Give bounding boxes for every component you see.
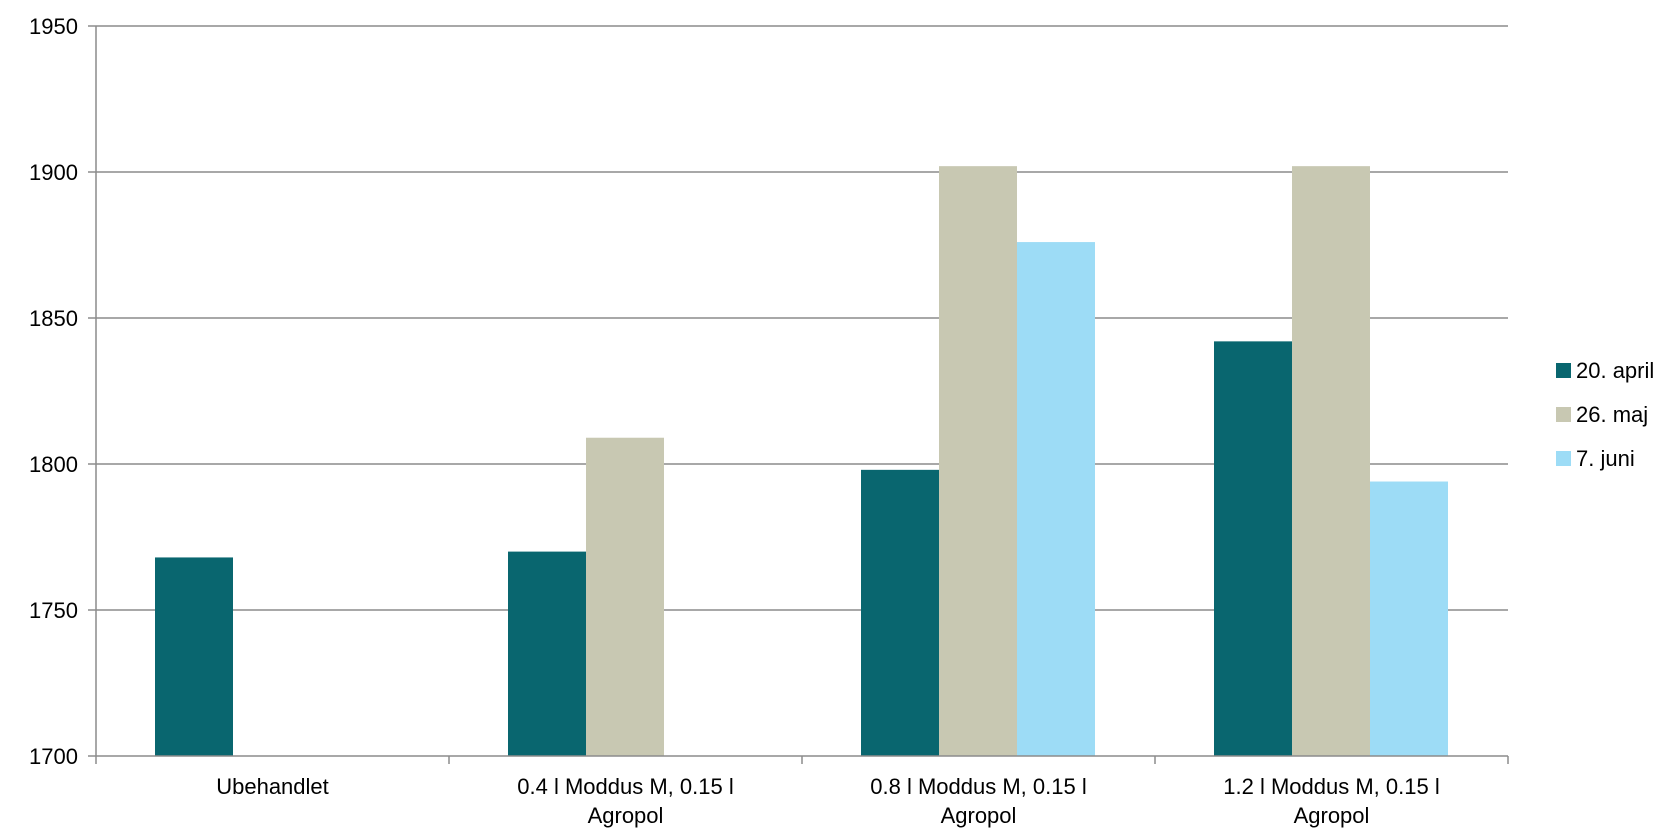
x-category-label-line: Agropol (1294, 803, 1370, 828)
bar-1-2 (508, 551, 586, 756)
legend-swatch (1556, 407, 1571, 422)
bar-1-3 (861, 469, 939, 756)
y-tick-labels: 1700 1750 1800 1850 1900 1950 (29, 14, 78, 769)
y-tick-label: 1700 (29, 744, 78, 769)
bar-1-1 (155, 557, 233, 756)
bar-3-4 (1370, 481, 1448, 756)
legend-label: 7. juni (1576, 446, 1635, 471)
y-tick-label: 1900 (29, 160, 78, 185)
y-tick-label: 1750 (29, 598, 78, 623)
x-category-label: 0.4 l Moddus M, 0.15 l Agropol (517, 774, 733, 828)
legend-swatch (1556, 363, 1571, 378)
legend: 20. april 26. maj 7. juni (1556, 358, 1654, 471)
x-category-label: Ubehandlet (216, 774, 329, 799)
x-category-label-line: Agropol (588, 803, 664, 828)
y-tick-label: 1850 (29, 306, 78, 331)
x-category-labels: Ubehandlet 0.4 l Moddus M, 0.15 l Agropol0… (216, 774, 1440, 828)
y-tick-label: 1950 (29, 14, 78, 39)
bar-2-4 (1292, 166, 1370, 756)
bars (155, 166, 1448, 756)
x-category-label-line: Ubehandlet (216, 774, 329, 799)
legend-label: 26. maj (1576, 402, 1648, 427)
axes (88, 25, 1509, 764)
bar-1-4 (1214, 341, 1292, 756)
legend-label: 20. april (1576, 358, 1654, 383)
bar-3-3 (1017, 242, 1095, 756)
x-category-label-line: Agropol (941, 803, 1017, 828)
x-category-label-line: 0.8 l Moddus M, 0.15 l (870, 774, 1086, 799)
y-tick-label: 1800 (29, 452, 78, 477)
bar-2-3 (939, 166, 1017, 756)
x-category-label: 0.8 l Moddus M, 0.15 l Agropol (870, 774, 1086, 828)
legend-swatch (1556, 451, 1571, 466)
bar-2-2 (586, 437, 664, 756)
x-category-label-line: 1.2 l Moddus M, 0.15 l (1223, 774, 1439, 799)
x-category-label-line: 0.4 l Moddus M, 0.15 l (517, 774, 733, 799)
x-category-label: 1.2 l Moddus M, 0.15 l Agropol (1223, 774, 1439, 828)
